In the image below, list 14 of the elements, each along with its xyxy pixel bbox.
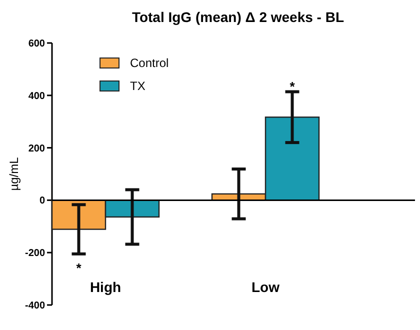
x-tick-label: Low xyxy=(252,279,280,295)
annotation: * xyxy=(76,260,82,276)
y-tick-label: -200 xyxy=(24,248,46,260)
y-tick-label: 400 xyxy=(28,90,46,102)
y-axis-title: µg/mL xyxy=(7,156,21,191)
legend-label: TX xyxy=(130,79,146,94)
y-tick-label: 200 xyxy=(28,143,46,154)
annotation: * xyxy=(290,79,296,94)
y-tick-label: -400 xyxy=(24,300,46,312)
y-tick-label: 0 xyxy=(39,196,46,207)
x-tick-label: High xyxy=(90,279,122,295)
y-tick-label: 600 xyxy=(28,38,46,50)
chart-title: Total IgG (mean) Δ 2 weeks - BL xyxy=(132,9,344,25)
legend-label: Control xyxy=(130,56,169,70)
